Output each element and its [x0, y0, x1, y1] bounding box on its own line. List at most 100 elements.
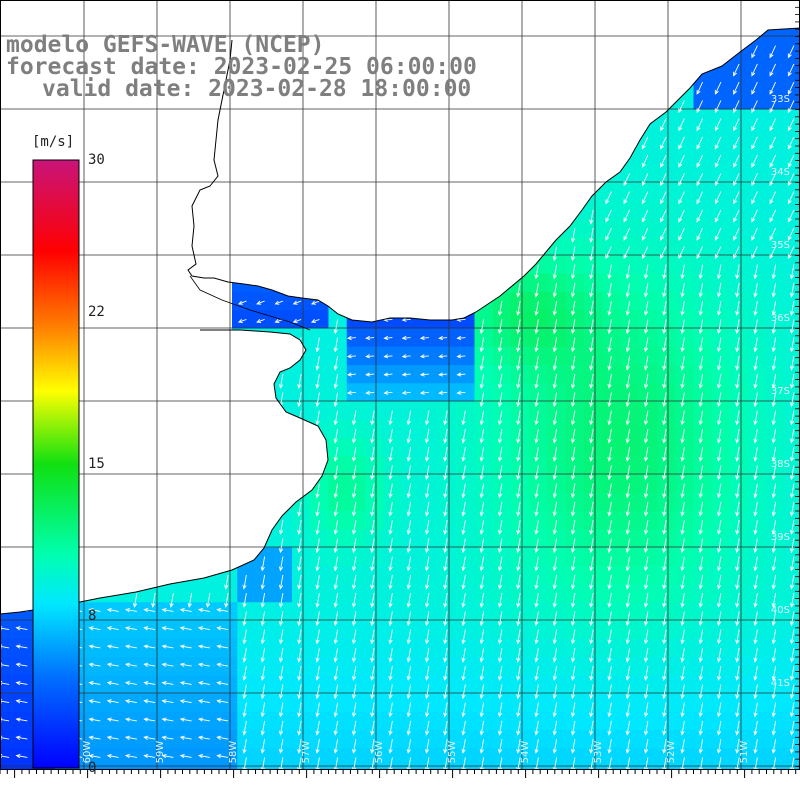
wind-arrow	[625, 538, 631, 554]
wind-arrow	[479, 355, 485, 371]
wind-arrow	[607, 647, 612, 663]
wind-arrow	[315, 739, 320, 754]
wind-arrow	[497, 538, 503, 554]
wind-arrow	[388, 647, 393, 663]
wind-arrow	[401, 372, 411, 377]
wind-arrow	[787, 100, 795, 114]
wind-arrow	[625, 447, 631, 462]
wind-arrow	[197, 699, 210, 704]
wind-arrow	[552, 611, 558, 627]
wind-arrow	[698, 720, 704, 736]
wind-arrow	[662, 264, 667, 280]
wind-arrow	[497, 647, 503, 663]
wind-arrow	[643, 574, 649, 590]
wind-arrow	[516, 556, 521, 572]
wind-arrow	[479, 574, 485, 590]
wind-arrow	[534, 611, 539, 627]
wind-arrow	[607, 629, 612, 645]
wind-arrow	[753, 593, 758, 608]
wind-arrow	[787, 154, 795, 168]
wind-arrow	[716, 520, 722, 535]
wind-arrow	[424, 538, 430, 554]
wind-arrow	[662, 574, 667, 590]
wind-arrow	[132, 593, 138, 608]
coastline	[0, 0, 800, 615]
wind-arrow	[733, 154, 740, 168]
wind-arrow	[789, 739, 795, 754]
wind-arrow	[552, 246, 558, 262]
wind-arrow	[698, 593, 704, 608]
wind-arrow	[242, 574, 247, 590]
wind-arrow	[406, 447, 412, 462]
title-forecast-date: forecast date: 2023-02-25 06:00:00	[6, 54, 477, 80]
wind-arrow	[388, 702, 393, 718]
wind-arrow	[424, 593, 430, 608]
wind-arrow	[643, 684, 649, 700]
wind-arrow	[370, 684, 375, 700]
wind-arrow	[297, 337, 302, 353]
wind-arrow	[589, 447, 594, 462]
wind-arrow	[443, 520, 448, 535]
wind-arrow	[641, 173, 649, 187]
wind-arrow	[497, 702, 503, 718]
wind-arrow	[388, 556, 393, 572]
wind-arrow	[714, 191, 722, 205]
wind-arrow	[680, 538, 685, 554]
wind-arrow	[678, 154, 685, 168]
wind-arrow	[735, 447, 740, 462]
wind-arrow	[643, 593, 649, 608]
wind-arrow	[143, 680, 156, 686]
wind-arrow	[406, 556, 412, 572]
wind-arrow	[753, 374, 758, 389]
colorbar-ramp	[32, 159, 80, 769]
wind-arrow	[716, 629, 722, 645]
lon-label: 51W	[739, 741, 750, 764]
wind-arrow	[662, 319, 667, 335]
wind-arrow	[751, 246, 758, 260]
wind-arrow	[461, 428, 466, 444]
wind-arrow	[698, 739, 704, 754]
wind-arrow	[552, 465, 558, 481]
wind-arrow	[516, 282, 521, 298]
wind-arrow	[698, 483, 704, 499]
wind-arrow	[771, 410, 777, 426]
wind-arrow	[242, 629, 247, 645]
wind-arrow	[680, 556, 685, 572]
wind-arrow	[589, 319, 594, 335]
wind-arrow	[497, 611, 503, 627]
wind-arrow	[552, 739, 558, 754]
wind-arrow	[607, 410, 612, 426]
wind-arrow	[197, 626, 210, 631]
wind-arrow	[278, 666, 284, 681]
wind-arrow	[696, 246, 704, 260]
wind-arrow	[516, 355, 521, 371]
wind-arrows	[0, 45, 795, 770]
wind-arrow	[789, 629, 795, 645]
wind-arrow	[456, 390, 466, 395]
wind-arrow	[607, 611, 612, 627]
wind-arrow	[497, 392, 503, 408]
wind-arrow	[424, 556, 430, 572]
wind-arrow	[516, 428, 521, 444]
wind-arrow	[771, 684, 777, 700]
wind-arrow	[643, 428, 649, 444]
wind-arrow	[260, 666, 266, 681]
wind-arrow	[787, 81, 795, 95]
wind-arrow	[461, 739, 466, 754]
wind-arrow	[406, 593, 412, 608]
wind-arrow	[406, 483, 412, 499]
wind-arrow	[570, 355, 576, 371]
wind-arrow	[333, 684, 339, 700]
wind-arrow	[643, 374, 649, 389]
wind-arrow	[589, 611, 594, 627]
wind-arrow	[753, 574, 758, 590]
wind-arrow	[424, 666, 430, 681]
wind-arrow	[570, 465, 576, 481]
wind-arrow	[161, 626, 174, 631]
wind-arrow	[424, 501, 430, 517]
wind-arrow	[660, 136, 667, 150]
wind-arrow	[570, 319, 576, 335]
wind-arrow	[106, 680, 119, 686]
lon-label: 55W	[447, 741, 458, 764]
